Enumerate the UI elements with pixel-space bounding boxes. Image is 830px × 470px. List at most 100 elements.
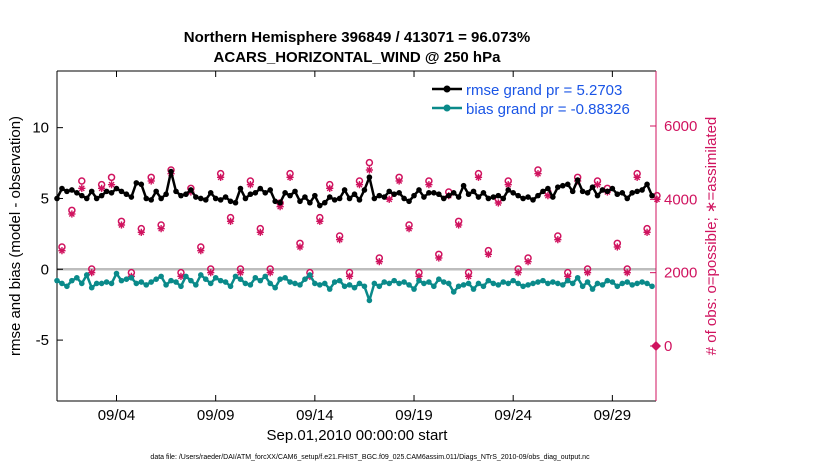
obs-assimilated-point (246, 181, 254, 189)
bias-point (168, 277, 174, 284)
bias-point (138, 279, 145, 285)
bias-point (604, 277, 611, 284)
right-y-tick-label: 6000 (664, 118, 697, 135)
rmse-point (574, 177, 581, 183)
rmse-point (237, 185, 244, 192)
rmse-point (356, 197, 363, 203)
rmse-point (193, 194, 199, 200)
rmse-point (579, 188, 586, 195)
rmse-point (326, 194, 333, 200)
bias-point (609, 279, 616, 285)
bias-point (257, 277, 264, 284)
rmse-point (614, 191, 621, 198)
rmse-point (227, 198, 234, 205)
rmse-point (83, 195, 90, 202)
obs-assimilated-point (68, 210, 76, 218)
plot-area (57, 71, 656, 401)
obs-assimilated-point (98, 184, 106, 192)
rmse-point (490, 194, 497, 200)
rmse-point (475, 194, 482, 200)
legend: rmse grand pr = 5.2703 bias grand pr = -… (432, 82, 630, 118)
obs-assimilated-point (117, 221, 126, 229)
rmse-point (222, 194, 229, 200)
obs-assimilated-point (336, 236, 344, 244)
rmse-point (351, 191, 358, 198)
rmse-point (207, 190, 214, 196)
obs-assimilated-point (147, 177, 155, 185)
bias-point (644, 280, 650, 287)
rmse-point (242, 195, 249, 202)
rmse-point (445, 192, 452, 199)
bias-point (292, 280, 298, 287)
rmse-point (401, 195, 407, 202)
rmse-point (436, 191, 442, 198)
rmse-point (292, 188, 298, 195)
rmse-point (98, 192, 105, 199)
rmse-point (634, 188, 640, 195)
rmse-point (649, 192, 655, 199)
rmse-point (460, 182, 467, 189)
bias-point (272, 284, 278, 291)
bias-point (237, 276, 244, 282)
bias-point (307, 272, 313, 278)
obs-assimilated-point (345, 272, 354, 280)
bias-point (336, 277, 343, 284)
rmse-point (540, 188, 546, 195)
rmse-point (272, 198, 278, 205)
rmse-point (644, 181, 650, 188)
right-y-tick-label: 0 (664, 338, 672, 355)
rmse-point (604, 188, 611, 195)
data-file-footer: data file: /Users/raeder/DAI/ATM_forcXX/… (150, 454, 590, 461)
bias-point (460, 282, 467, 288)
bias-point (326, 286, 333, 292)
bias-point (480, 283, 487, 290)
bias-point (639, 279, 645, 285)
rmse-point (331, 197, 338, 203)
rmse-point (594, 192, 601, 199)
bias-point (108, 280, 115, 287)
rmse-point (188, 187, 194, 193)
bias-point (584, 279, 591, 285)
obs-assimilated-point (405, 225, 413, 233)
obs-assimilated-point (385, 195, 393, 203)
left-y-tick-label: 5 (41, 190, 49, 207)
obs-assimilated-point (137, 228, 145, 236)
rmse-point (247, 191, 254, 198)
obs-assimilated-point (554, 236, 562, 244)
rmse-point (138, 181, 145, 188)
bias-point (83, 272, 90, 278)
bias-point (118, 277, 125, 284)
bias-point (88, 284, 95, 291)
rmse-point (361, 187, 368, 193)
rmse-point (267, 187, 274, 193)
obs-assimilated-point (504, 181, 512, 189)
obs-assimilated-point (613, 243, 621, 251)
obs-possible-point (365, 158, 374, 167)
bias-point (193, 282, 199, 288)
bias-point (525, 282, 531, 288)
bias-point (431, 283, 437, 290)
bias-point (619, 280, 626, 287)
rmse-point (480, 190, 487, 196)
obs-assimilated-point (455, 221, 463, 229)
bias-point (574, 274, 581, 281)
zero-obs-marker (651, 341, 661, 351)
obs-assimilated-point (326, 184, 334, 192)
rmse-point (470, 188, 477, 195)
rmse-point (564, 181, 571, 188)
bias-point (133, 280, 140, 287)
rmse-point (629, 190, 635, 196)
x-tick-label: 09/19 (395, 407, 433, 424)
bias-point (341, 283, 348, 290)
obs-assimilated-point (544, 192, 552, 200)
obs-assimilated-point (593, 181, 602, 189)
obs-assimilated-point (207, 269, 215, 277)
bias-point (302, 276, 308, 282)
rmse-point (495, 192, 502, 199)
bias-point (465, 280, 472, 287)
bias-point (188, 277, 194, 284)
rmse-point (113, 185, 120, 192)
bias-point (406, 282, 412, 288)
obs-assimilated-point (355, 181, 364, 189)
bias-point (356, 280, 363, 287)
